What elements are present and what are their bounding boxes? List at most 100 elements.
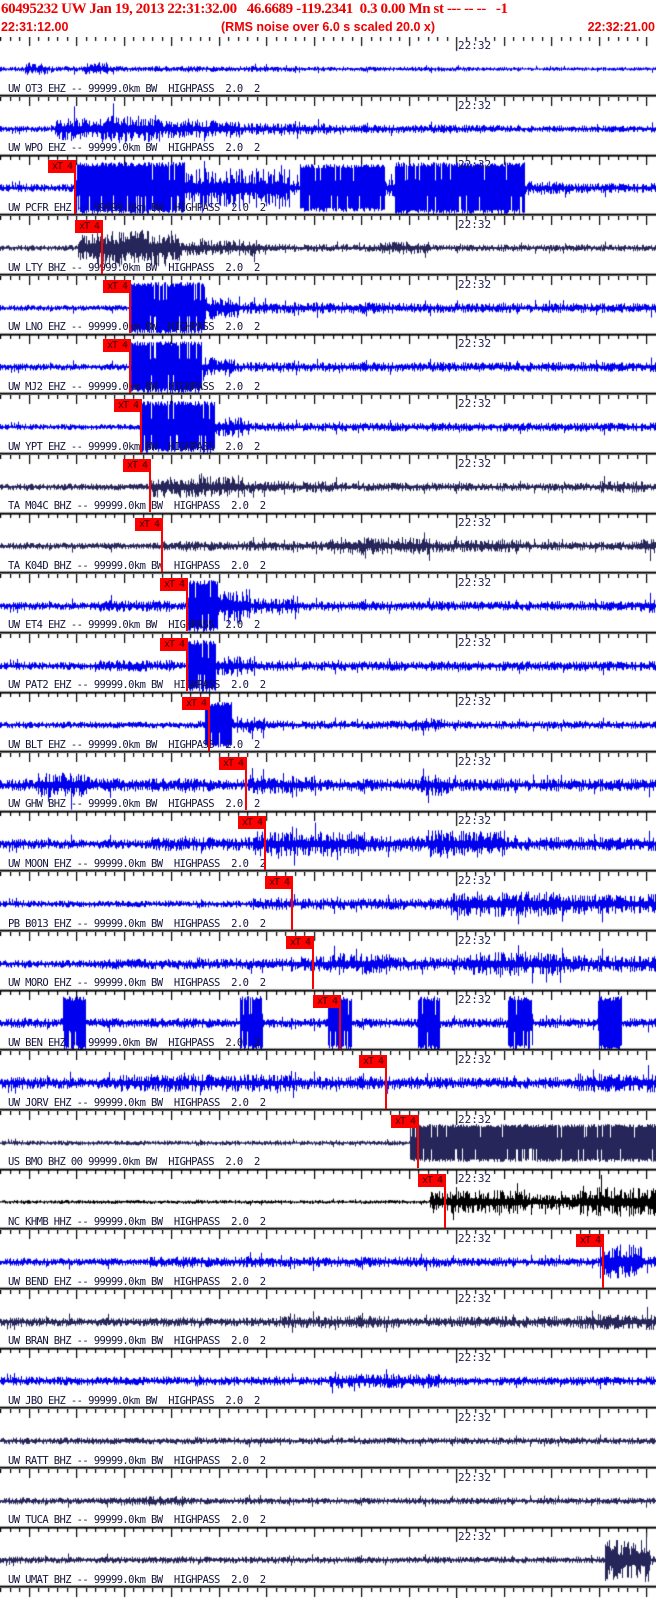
waveform-trace[interactable] <box>0 872 656 934</box>
minute-time-label: 22:32 <box>458 217 492 231</box>
pick-line <box>264 829 266 871</box>
minute-time-label: 22:32 <box>458 277 492 291</box>
pick-flag-label[interactable]: xT 4 <box>418 1174 446 1188</box>
trace-row-uw-blt-ehz: 22:32 UW BLT EHZ -- 99999.0km BW HIGHPAS… <box>0 693 656 755</box>
pick-flag-label[interactable]: xT 4 <box>576 1234 604 1247</box>
waveform-trace[interactable] <box>0 1528 656 1590</box>
station-label: UW JBO EHZ -- 99999.0km BW HIGHPASS 2.0 … <box>8 1394 260 1407</box>
waveform-trace[interactable] <box>0 215 656 277</box>
waveform-trace[interactable] <box>0 394 656 456</box>
minute-time-label: 22:32 <box>458 993 492 1007</box>
minute-time-label: 22:32 <box>458 575 492 589</box>
minute-time-label: 22:32 <box>458 39 492 52</box>
pick-flag-label[interactable]: xT 4 <box>48 160 76 174</box>
station-label: UW BEN EHZ -- 99999.0km BW HIGHPASS 2.0 … <box>8 1037 260 1050</box>
pick-flag-label[interactable]: xT 4 <box>114 398 142 412</box>
pick-flag-label[interactable]: xT 4 <box>391 1114 419 1128</box>
station-label: UW MJ2 EHZ -- 99999.0km BW HIGHPASS 2.0 … <box>8 380 260 393</box>
station-label: UW ET4 EHZ -- 99999.0km BW HIGHPASS 2.0 … <box>8 619 260 632</box>
waveform-trace[interactable] <box>0 1289 656 1351</box>
waveform-trace[interactable] <box>0 1110 656 1172</box>
trace-row-uw-jorv-ehz: 22:32 UW JORV EHZ -- 99999.0km BW HIGHPA… <box>0 1051 656 1113</box>
pick-line <box>602 1247 604 1288</box>
station-label: UW MORO EHZ -- 99999.0km BW HIGHPASS 2.0… <box>8 977 266 990</box>
station-label: US BMO BHZ 00 99999.0km BW HIGHPASS 2.0 … <box>8 1156 260 1169</box>
minute-time-label: 22:32 <box>458 1351 492 1365</box>
waveform-trace[interactable] <box>0 1230 656 1291</box>
waveform-trace[interactable] <box>0 633 656 695</box>
waveform-trace[interactable] <box>0 1468 656 1530</box>
waveform-trace[interactable] <box>0 693 656 755</box>
trace-row-uw-lno-ehz: 22:32 UW LNO EHZ -- 99999.0km BW HIGHPAS… <box>0 275 656 337</box>
pick-line <box>140 411 142 453</box>
trace-row-uw-ratt-bhz: 22:32 UW RATT BHZ -- 99999.0km BW HIGHPA… <box>0 1408 656 1470</box>
pick-flag-label[interactable]: xT 4 <box>75 219 103 233</box>
trace-row-uw-ben-ehz: 22:32 UW BEN EHZ -- 99999.0km BW HIGHPAS… <box>0 991 656 1053</box>
waveform-trace[interactable] <box>0 1051 656 1113</box>
waveform-trace[interactable] <box>0 573 656 635</box>
pick-line <box>417 1127 419 1169</box>
trace-row-uw-bran-bhz: 22:32 UW BRAN BHZ -- 99999.0km BW HIGHPA… <box>0 1289 656 1351</box>
minute-time-label: 22:32 <box>458 1112 492 1126</box>
trace-row-uw-moon-ehz: 22:32 UW MOON EHZ -- 99999.0km BW HIGHPA… <box>0 812 656 874</box>
station-label: UW YPT EHZ -- 99999.0km BW HIGHPASS 2.0 … <box>8 440 260 453</box>
trace-row-uw-et4-ehz: 22:32 UW ET4 EHZ -- 99999.0km BW HIGHPAS… <box>0 573 656 635</box>
station-label: UW BEND EHZ -- 99999.0km BW HIGHPASS 2.0… <box>8 1275 266 1288</box>
waveform-trace[interactable] <box>0 37 656 98</box>
station-label: UW OT3 EHZ -- 99999.0km BW HIGHPASS 2.0 … <box>8 82 260 95</box>
station-label: UW BRAN BHZ -- 99999.0km BW HIGHPASS 2.0… <box>8 1335 266 1348</box>
minute-time-label: 22:32 <box>458 1232 492 1245</box>
pick-flag-label[interactable]: xT 4 <box>103 279 131 293</box>
waveform-trace[interactable] <box>0 1408 656 1470</box>
event-header: 60495232 UW Jan 19, 2013 22:31:32.00 46.… <box>1 1 508 17</box>
pick-line <box>186 590 188 632</box>
pick-line <box>245 769 247 811</box>
pick-line <box>208 710 210 751</box>
waveform-trace[interactable] <box>0 931 656 993</box>
pick-flag-label[interactable]: xT 4 <box>313 995 341 1009</box>
pick-line <box>186 650 188 692</box>
pick-flag-label[interactable]: xT 4 <box>219 756 247 770</box>
minute-time-label: 22:32 <box>458 754 492 768</box>
waveform-trace[interactable] <box>0 454 656 516</box>
pick-line <box>129 352 131 393</box>
pick-flag-label[interactable]: xT 4 <box>182 697 210 711</box>
minute-time-label: 22:32 <box>458 1530 492 1544</box>
minute-time-label: 22:32 <box>458 1410 492 1424</box>
trace-row-uw-bend-ehz: 22:32 UW BEND EHZ -- 99999.0km BW HIGHPA… <box>0 1230 656 1291</box>
pick-line <box>291 889 293 930</box>
trace-row-ta-k04d-bhz: 22:32 TA K04D BHZ -- 99999.0km BW HIGHPA… <box>0 514 656 576</box>
pick-line <box>149 471 151 513</box>
trace-row-uw-mj2-ehz: 22:32 UW MJ2 EHZ -- 99999.0km BW HIGHPAS… <box>0 335 656 397</box>
pick-flag-label[interactable]: xT 4 <box>286 935 314 949</box>
pick-flag-label[interactable]: xT 4 <box>160 637 188 651</box>
waveform-trace[interactable] <box>0 812 656 874</box>
pick-flag-label[interactable]: xT 4 <box>265 876 293 890</box>
pick-flag-label[interactable]: xT 4 <box>238 816 266 830</box>
minute-time-label: 22:32 <box>458 456 492 470</box>
waveform-trace[interactable] <box>0 1170 656 1232</box>
station-label: UW PAT2 EHZ -- 99999.0km BW HIGHPASS 2.0… <box>8 679 266 692</box>
bottom-ruler-ticks <box>0 1587 656 1598</box>
trace-row-uw-ypt-ehz: 22:32 UW YPT EHZ -- 99999.0km BW HIGHPAS… <box>0 394 656 456</box>
waveform-trace[interactable] <box>0 514 656 576</box>
waveform-trace[interactable] <box>0 1349 656 1411</box>
pick-flag-label[interactable]: xT 4 <box>135 518 163 532</box>
waveform-trace[interactable] <box>0 752 656 814</box>
trace-row-uw-jbo-ehz: 22:32 UW JBO EHZ -- 99999.0km BW HIGHPAS… <box>0 1349 656 1411</box>
window-end-time: 22:32:21.00 <box>587 20 655 34</box>
waveform-trace[interactable] <box>0 96 656 158</box>
station-label: UW UMAT BHZ -- 99999.0km BW HIGHPASS 2.0… <box>8 1573 266 1586</box>
pick-flag-label[interactable]: xT 4 <box>359 1055 387 1069</box>
trace-row-uw-umat-bhz: 22:32 UW UMAT BHZ -- 99999.0km BW HIGHPA… <box>0 1528 656 1590</box>
trace-row-uw-ghw-bhz: 22:32 UW GHW BHZ -- 99999.0km BW HIGHPAS… <box>0 752 656 814</box>
waveform-trace[interactable] <box>0 156 656 218</box>
pick-line <box>129 292 131 334</box>
pick-flag-label[interactable]: xT 4 <box>123 458 151 472</box>
trace-row-uw-ot3-ehz: 22:32 UW OT3 EHZ -- 99999.0km BW HIGHPAS… <box>0 37 656 98</box>
pick-flag-label[interactable]: xT 4 <box>160 577 188 591</box>
trace-row-uw-wpo-ehz: 22:32 UW WPO EHZ -- 99999.0km BW HIGHPAS… <box>0 96 656 158</box>
pick-flag-label[interactable]: xT 4 <box>103 339 131 353</box>
pick-line <box>385 1068 387 1109</box>
